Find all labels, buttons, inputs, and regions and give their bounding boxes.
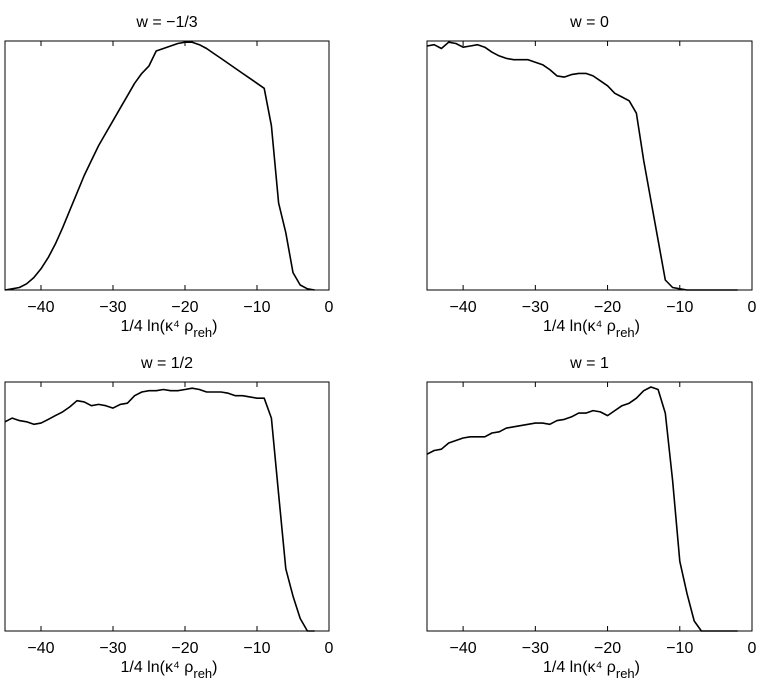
x-tick-label: −10 <box>666 299 693 316</box>
x-tick-label: 0 <box>325 640 334 657</box>
axes-frame <box>4 381 330 632</box>
x-tick-label: −30 <box>522 299 549 316</box>
chart-title: w = −1/3 <box>135 14 197 31</box>
x-tick-label: −20 <box>171 640 198 657</box>
x-axis-label-subscript: reh <box>193 666 212 681</box>
x-tick-label: 0 <box>748 640 757 657</box>
x-tick-label: −30 <box>99 299 126 316</box>
x-tick-label: −30 <box>522 640 549 657</box>
x-tick-label: −20 <box>594 640 621 657</box>
x-axis-label-close: ) <box>635 659 640 676</box>
chart-panel-4: w = 1 −40 −30 −20 −10 0 1/4 ln(κ⁴ ρreh) <box>426 355 757 681</box>
x-tick-label: −40 <box>450 640 477 657</box>
series-line-1 <box>426 41 738 291</box>
x-tick-label: −20 <box>171 299 198 316</box>
x-axis-label: 1/4 ln(κ⁴ ρreh) <box>120 318 217 340</box>
x-axis-label-main: 1/4 ln(κ⁴ ρ <box>543 318 616 335</box>
x-axis-label-close: ) <box>212 318 217 335</box>
chart-title: w = 0 <box>569 14 609 31</box>
x-tick-label: −30 <box>99 640 126 657</box>
series-line-1 <box>426 386 738 632</box>
series-line-1 <box>4 41 315 291</box>
axes-frame <box>4 40 330 291</box>
x-tick-label: 0 <box>325 299 334 316</box>
axes-frame <box>426 40 753 291</box>
chart-title: w = 1 <box>569 355 609 372</box>
x-axis-label-subscript: reh <box>616 325 635 340</box>
x-tick-label: −40 <box>450 299 477 316</box>
x-axis-label-main: 1/4 ln(κ⁴ ρ <box>120 659 193 676</box>
x-axis-label: 1/4 ln(κ⁴ ρreh) <box>543 659 640 681</box>
x-tick-label: −10 <box>243 640 270 657</box>
x-tick-label: −10 <box>666 640 693 657</box>
chart-panel-3: w = 1/2 −40 −30 −20 −10 0 1/4 ln(κ⁴ ρreh) <box>4 355 334 681</box>
chart-title: w = 1/2 <box>140 355 193 372</box>
x-tick-label: −20 <box>594 299 621 316</box>
x-axis-label-main: 1/4 ln(κ⁴ ρ <box>120 318 193 335</box>
x-axis-label-main: 1/4 ln(κ⁴ ρ <box>543 659 616 676</box>
x-axis-label-close: ) <box>212 659 217 676</box>
x-axis-label-subscript: reh <box>193 325 212 340</box>
x-tick-label: −40 <box>27 640 54 657</box>
x-axis-label: 1/4 ln(κ⁴ ρreh) <box>543 318 640 340</box>
x-axis-label-subscript: reh <box>616 666 635 681</box>
series-line-1 <box>4 387 315 632</box>
x-axis-label-close: ) <box>635 318 640 335</box>
x-axis-label: 1/4 ln(κ⁴ ρreh) <box>120 659 217 681</box>
axes-frame <box>426 381 753 632</box>
chart-panel-2: w = 0 −40 −30 −20 −10 0 1/4 ln(κ⁴ ρreh) <box>426 14 757 340</box>
x-tick-label: −10 <box>243 299 270 316</box>
x-tick-label: −40 <box>27 299 54 316</box>
x-tick-label: 0 <box>748 299 757 316</box>
chart-panel-1: w = −1/3 −40 −30 −20 −10 0 1/4 ln(κ⁴ ρreh) <box>4 14 334 340</box>
